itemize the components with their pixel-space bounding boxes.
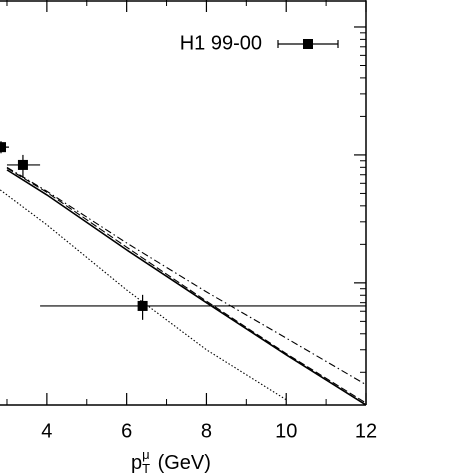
x-tick-label: 4 (41, 420, 52, 442)
x-tick-label: 10 (275, 420, 297, 442)
x-label-sup: μ (142, 447, 150, 462)
legend-label: H1 99-00 (180, 32, 262, 54)
x-label-base: p (131, 452, 142, 474)
x-axis-label: pTμ (GeV) (131, 447, 211, 474)
x-tick-label: 8 (201, 420, 212, 442)
curve (0, 189, 287, 401)
curve (6, 167, 366, 404)
x-tick-label: 6 (121, 420, 132, 442)
curve (6, 166, 366, 386)
legend-marker (303, 39, 313, 49)
x-label-unit: (GeV) (158, 452, 211, 474)
x-label-sub: T (142, 461, 150, 474)
data-point (137, 300, 148, 311)
data-point (0, 142, 6, 153)
data-point (17, 159, 28, 170)
curve (6, 169, 366, 405)
plot-area (0, 141, 366, 405)
x-tick-label: 12 (355, 420, 377, 442)
